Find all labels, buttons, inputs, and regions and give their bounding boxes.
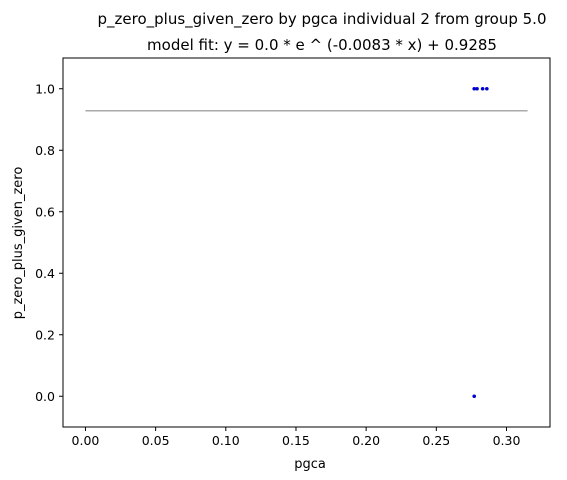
y-axis: 0.0 0.2 0.4 0.6 0.8 1.0 <box>35 81 63 404</box>
y-axis-label: p_zero_plus_given_zero <box>11 167 26 320</box>
y-tick-label: 0.4 <box>35 266 55 281</box>
points-layer <box>472 86 489 399</box>
y-tick-label: 1.0 <box>35 81 55 96</box>
chart-subtitle: model fit: y = 0.0 * e ^ (-0.0083 * x) +… <box>147 36 497 54</box>
y-tick-label: 0.0 <box>35 389 55 404</box>
x-tick-label: 0.15 <box>282 433 310 448</box>
data-point <box>472 394 477 399</box>
data-point <box>485 86 489 91</box>
data-point <box>472 86 477 91</box>
plot-area <box>62 57 551 428</box>
plot-frame <box>62 57 551 428</box>
x-tick-label: 0.10 <box>212 433 240 448</box>
x-tick-label: 0.00 <box>72 433 100 448</box>
x-tick-label: 0.20 <box>352 433 380 448</box>
y-tick-label: 0.6 <box>35 204 55 219</box>
y-tick-label: 0.2 <box>35 327 55 342</box>
chart-title: p_zero_plus_given_zero by pgca individua… <box>98 10 547 29</box>
x-tick-label: 0.05 <box>142 433 170 448</box>
x-tick-label: 0.30 <box>493 433 521 448</box>
x-axis-label: pgca <box>294 457 326 472</box>
x-tick-label: 0.25 <box>422 433 450 448</box>
y-tick-label: 0.8 <box>35 143 55 158</box>
x-axis: 0.00 0.05 0.10 0.15 0.20 0.25 0.30 <box>72 427 521 448</box>
data-point <box>480 86 485 91</box>
data-point <box>475 86 479 91</box>
